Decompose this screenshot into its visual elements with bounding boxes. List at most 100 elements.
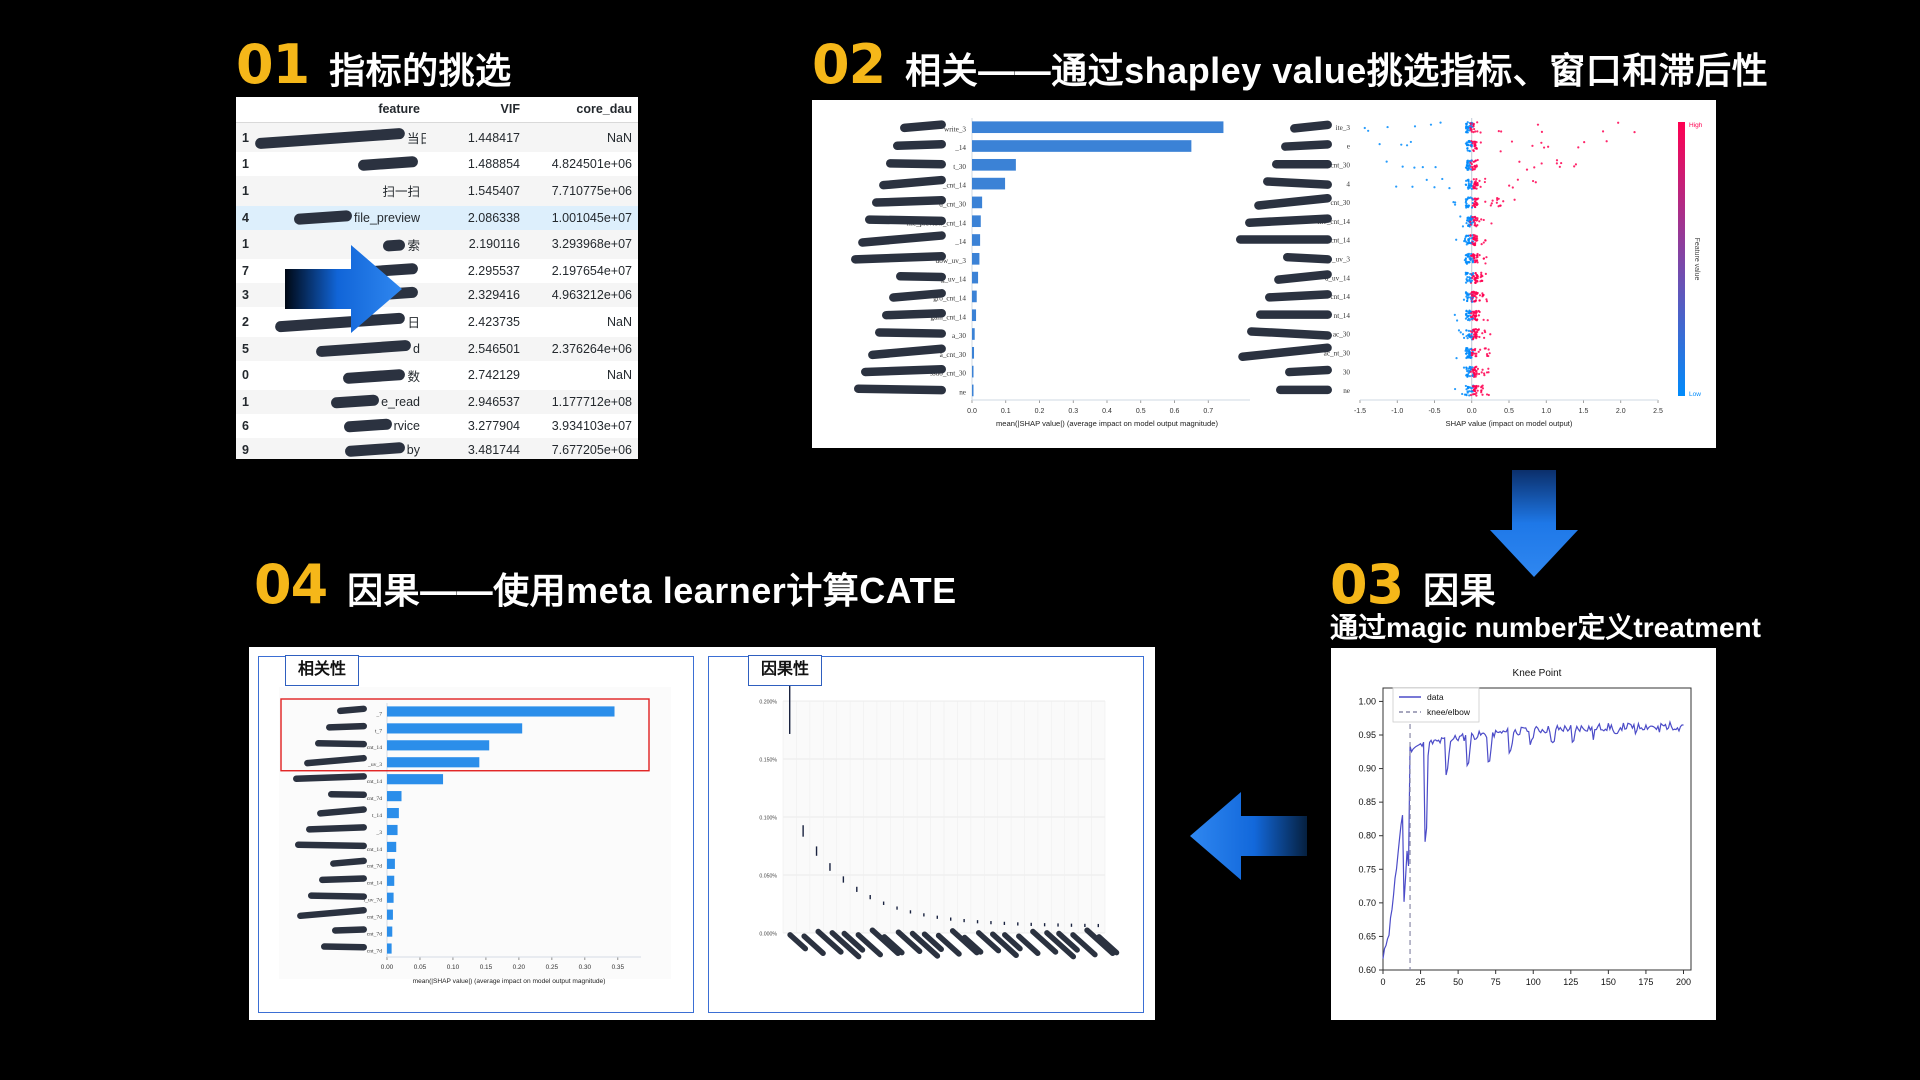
knee-xtick: 125 bbox=[1563, 977, 1578, 987]
knee-ytick: 0.70 bbox=[1358, 898, 1376, 908]
beeswarm-label: do_uv_3 bbox=[1325, 256, 1351, 264]
redacted-label bbox=[882, 308, 946, 320]
section-number-02: 02 bbox=[812, 33, 886, 96]
redacted-label bbox=[841, 930, 866, 953]
shap-charts-panel: write_3_14t_30_cnt_14d_cnt_30file_previe… bbox=[812, 100, 1716, 448]
cate-bar-xlabel: mean(|SHAP value|) (average impact on mo… bbox=[413, 978, 606, 985]
beeswarm-label: ite_3 bbox=[1336, 124, 1351, 132]
table-row[interactable]: 12 索 2.190116 3.293968e+07 bbox=[236, 229, 638, 259]
vif-table-body: 1 当日活跃比例 1.448417 NaN 14 1.488854 4.824501e+06… bbox=[236, 122, 638, 459]
table-row[interactable]: 6 rvice 3.277904 3.934103e+07 bbox=[236, 414, 638, 439]
cate-shap-bar-svg: _7 t_7 cnt_14 _uv_3 cnt_14 cnt_7d t_14 _3 cnt_14… bbox=[259, 657, 691, 1010]
cell-feature-text: file_preview bbox=[353, 210, 420, 225]
cate-bar-xtick: 0.00 bbox=[381, 964, 394, 971]
table-row[interactable]: 4 file_preview 2.086338 1.001045e+07 bbox=[236, 205, 638, 230]
shap-bar-label: gro_cnt_14 bbox=[933, 294, 966, 302]
redacted-label bbox=[893, 139, 946, 151]
redacted-label bbox=[868, 344, 946, 360]
redacted-label bbox=[861, 365, 946, 377]
knee-ytick: 0.75 bbox=[1358, 864, 1376, 874]
beeswarm-xtick: 1.0 bbox=[1541, 408, 1551, 415]
cate-bar-xtick: 0.10 bbox=[447, 964, 460, 971]
redacted-label bbox=[1254, 193, 1332, 210]
cate-bar-xtick: 0.20 bbox=[513, 964, 526, 971]
section-heading-01: 01 指标的挑选 bbox=[236, 38, 512, 92]
shap-bar-label: _cnt_14 bbox=[942, 182, 967, 190]
cate-bar-label: _uv_3 bbox=[367, 762, 382, 768]
arrow-2-to-3 bbox=[1488, 470, 1580, 578]
redacted-text bbox=[315, 339, 412, 357]
shap-bar-xtick: 0.7 bbox=[1203, 408, 1213, 415]
redacted-label bbox=[297, 907, 367, 920]
redacted-label bbox=[895, 929, 923, 955]
cell-vif: 1.448417 bbox=[467, 130, 520, 145]
table-row[interactable]: 10 e_read 2.946537 1.177712e+08 bbox=[236, 389, 638, 415]
redacted-text bbox=[344, 442, 406, 458]
redacted-label bbox=[855, 932, 884, 958]
cate-shap-bar bbox=[387, 943, 392, 954]
table-row[interactable]: 1 当日活跃比例 1.448417 NaN bbox=[236, 122, 638, 153]
knee-point-svg: Knee Point 0 25 50 75 100 125 150 175 200 0.60 0.65… bbox=[1331, 648, 1716, 1020]
table-row[interactable]: 11 扫一扫 1.545407 7.710775e+06 bbox=[236, 176, 638, 206]
cell-vif: 1.545407 bbox=[467, 183, 520, 198]
table-row[interactable]: 0 数 2.742129 NaN bbox=[236, 360, 638, 390]
table-row[interactable]: 14 1.488854 4.824501e+06 bbox=[236, 152, 638, 177]
redacted-label bbox=[1285, 365, 1332, 377]
cate-shap-bar bbox=[387, 706, 615, 717]
beeswarm-label: ac_nt_30 bbox=[1324, 350, 1351, 358]
redacted-label bbox=[949, 928, 980, 956]
cate-bar-label: l_uv_7d bbox=[364, 898, 383, 904]
section-heading-03: 03 因果 bbox=[1330, 558, 1496, 612]
redacted-label bbox=[815, 928, 844, 955]
cell-index: 10 bbox=[242, 394, 249, 409]
cell-core-dau: NaN bbox=[606, 368, 632, 383]
shap-bar bbox=[972, 309, 977, 322]
cell-feature-text: 数 bbox=[407, 369, 420, 384]
redacted-text bbox=[357, 156, 419, 172]
cell-core-dau: 7.677205e+06 bbox=[551, 443, 632, 458]
beeswarm-label: d_uv_14 bbox=[1325, 274, 1351, 282]
shap-bar-label: d_cnt_30 bbox=[939, 200, 966, 208]
cate-bar-label: cnt_7d bbox=[367, 931, 382, 937]
cell-feature-text: 索 bbox=[407, 238, 420, 253]
redacted-label bbox=[990, 931, 1019, 959]
cate-bar-label: _7 bbox=[375, 711, 382, 717]
beeswarm-label: nt_14 bbox=[1334, 312, 1351, 320]
section-number-01: 01 bbox=[236, 33, 310, 96]
cell-vif: 3.481744 bbox=[467, 443, 520, 458]
cate-bar-xtick: 0.25 bbox=[546, 964, 559, 971]
shap-bar-label: a_cnt_30 bbox=[940, 351, 967, 359]
shap-bar-label: t_30 bbox=[953, 163, 966, 171]
shap-bar-label: ne bbox=[959, 388, 966, 396]
shap-charts-svg: write_3_14t_30_cnt_14d_cnt_30file_previe… bbox=[812, 100, 1716, 448]
shap-bar-xtick: 0.5 bbox=[1136, 408, 1146, 415]
knee-xtick: 50 bbox=[1453, 977, 1463, 987]
table-row[interactable]: 5 d 2.546501 2.376264e+06 bbox=[236, 336, 638, 361]
cate-bar-label: cnt_7d bbox=[367, 915, 382, 921]
beeswarm-xtick: 0.0 bbox=[1467, 408, 1477, 415]
redacted-label bbox=[308, 892, 367, 900]
cate-shap-bar bbox=[387, 841, 397, 853]
shap-bar-label: a_30 bbox=[952, 332, 966, 340]
section-title-03: 因果 bbox=[1423, 570, 1497, 611]
beeswarm-label: e bbox=[1347, 143, 1350, 151]
redacted-label bbox=[787, 932, 809, 952]
table-row[interactable]: 9 by 3.481744 7.677205e+06 bbox=[236, 438, 638, 459]
section-title-04: 因果——使用meta learner计算CATE bbox=[347, 570, 957, 611]
cate-bar-label: cnt_7d bbox=[367, 864, 382, 870]
knee-legend-data: data bbox=[1427, 692, 1444, 702]
cate-shap-bar bbox=[387, 807, 399, 819]
redacted-label bbox=[881, 934, 905, 956]
redacted-label bbox=[326, 722, 367, 731]
redacted-label bbox=[875, 328, 946, 338]
shap-bar-label: gam_cnt_14 bbox=[930, 313, 966, 321]
cell-index: 1 bbox=[242, 130, 249, 145]
cell-feature: rvice bbox=[249, 414, 426, 438]
table-row[interactable]: 2 日 2.423735 NaN bbox=[236, 307, 638, 337]
redacted-label bbox=[869, 927, 901, 957]
cell-feature-text: 扫一扫 bbox=[382, 185, 420, 200]
cell-index: 11 bbox=[242, 183, 249, 198]
shap-bar-label: g_uv_14 bbox=[941, 276, 967, 284]
knee-legend-knee: knee/elbow bbox=[1427, 707, 1471, 717]
redacted-label bbox=[1084, 927, 1116, 957]
